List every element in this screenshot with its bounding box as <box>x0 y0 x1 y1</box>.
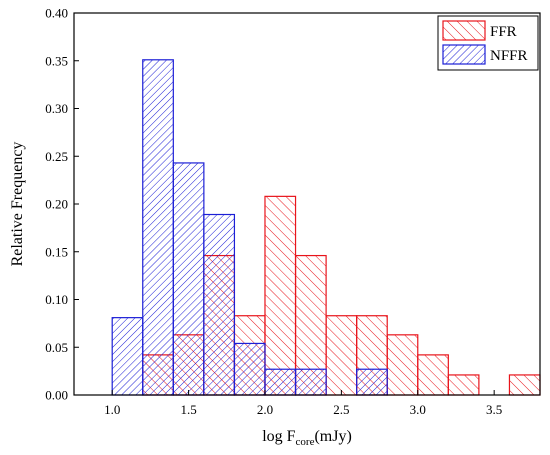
y-tick-label-6: 0.30 <box>45 101 68 116</box>
x-axis-label: log Fcore(mJy) <box>262 428 352 448</box>
legend-label-nffr: NFFR <box>490 48 528 64</box>
x-axis-label-unit: (mJy) <box>314 428 351 445</box>
y-tick-label-7: 0.35 <box>45 53 68 68</box>
legend-label-ffr: FFR <box>490 24 517 40</box>
x-tick-label-3: 2.5 <box>333 402 349 417</box>
bar-nffr-2 <box>172 162 205 396</box>
plot-frame <box>73 12 541 396</box>
x-tick-label-1: 1.5 <box>180 402 196 417</box>
bar-ffr-6 <box>325 315 358 396</box>
bar-nffr-3 <box>203 213 236 396</box>
ticks-layer: 1.0 1.5 2.0 2.5 3.0 3.5 0.00 0.05 0.10 0.15 0.20 0.… <box>45 6 502 418</box>
legend-swatch-ffr <box>442 20 486 41</box>
bar-ffr-11 <box>508 374 541 396</box>
y-tick-label-2: 0.10 <box>45 292 68 307</box>
bar-ffr-10 <box>447 374 480 396</box>
legend-swatch-nffr <box>442 44 486 65</box>
bar-ffr-8 <box>386 334 419 396</box>
bar-nffr-7 <box>356 368 388 396</box>
y-tick-label-1: 0.05 <box>45 340 68 355</box>
bar-ffr-4 <box>264 195 297 396</box>
x-tick-label-0: 1.0 <box>104 402 120 417</box>
y-tick-label-0: 0.00 <box>45 388 68 403</box>
x-tick-label-2: 2.0 <box>257 402 273 417</box>
legend: FFR NFFR <box>437 15 539 71</box>
x-axis-label-main: log F <box>262 428 295 445</box>
x-tick-label-5: 3.5 <box>486 402 502 417</box>
bar-ffr-9 <box>417 354 449 396</box>
bar-nffr-0 <box>111 317 144 396</box>
y-tick-label-3: 0.15 <box>45 244 68 259</box>
y-tick-label-4: 0.20 <box>45 197 68 212</box>
y-tick-label-8: 0.40 <box>45 6 68 21</box>
x-tick-label-4: 3.0 <box>410 402 426 417</box>
bar-nffr-6 <box>294 368 327 396</box>
bar-nffr-1 <box>142 59 174 396</box>
bar-nffr-5 <box>264 368 297 396</box>
y-tick-label-5: 0.25 <box>45 149 68 164</box>
y-axis-label: Relative Frequency <box>9 142 26 267</box>
x-axis-label-subscript: core <box>296 436 315 448</box>
bars-layer <box>111 59 541 396</box>
bar-nffr-4 <box>233 342 266 396</box>
